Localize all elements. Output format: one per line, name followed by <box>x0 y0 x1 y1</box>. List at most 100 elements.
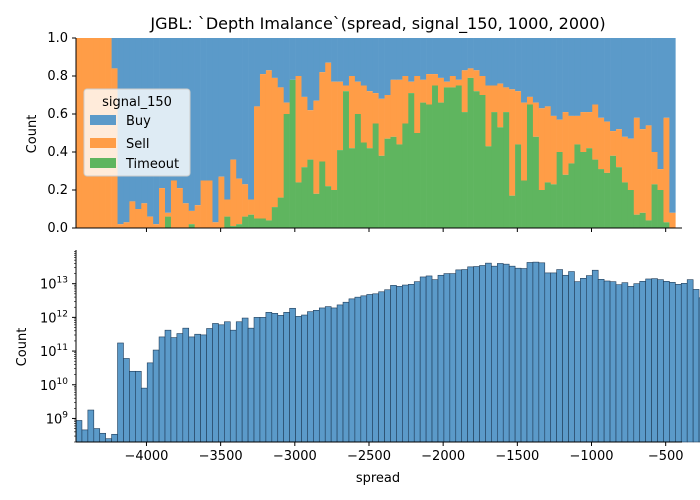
top-bar-timeout <box>443 87 451 229</box>
bottom-bar <box>621 282 629 443</box>
top-bar-sell <box>621 136 629 183</box>
top-bar-timeout <box>503 112 510 228</box>
top-bar-sell <box>610 131 617 156</box>
bottom-bar <box>194 333 201 443</box>
top-bar-timeout <box>485 146 492 228</box>
bottom-bar <box>235 321 243 443</box>
top-bar-timeout <box>633 214 641 228</box>
bottom-bar <box>692 289 700 443</box>
top-bar-sell <box>254 106 261 219</box>
top-bar-buy <box>414 38 421 76</box>
top-bar-buy <box>331 38 338 82</box>
top-bar-sell <box>443 81 451 88</box>
top-bar-timeout <box>491 112 498 228</box>
bottom-y-axis-label: Count <box>15 328 30 367</box>
top-bar-buy <box>443 38 451 82</box>
bottom-x-tick-label: −2000 <box>421 449 465 464</box>
top-bar-buy <box>378 38 385 99</box>
top-bar-timeout <box>248 214 255 228</box>
top-bar-sell <box>366 91 373 149</box>
top-bar-buy <box>580 38 587 113</box>
top-bar-sell <box>515 91 522 145</box>
top-bar-buy <box>319 38 326 73</box>
top-y-tick-label: 0.8 <box>47 69 68 84</box>
top-bar-sell <box>76 38 83 228</box>
top-bar-sell <box>384 95 391 139</box>
top-bar-timeout <box>277 197 284 228</box>
legend-title: signal_150 <box>102 95 172 110</box>
top-bar-sell <box>325 62 332 187</box>
top-bar-timeout <box>259 218 267 228</box>
top-bar-buy <box>526 38 534 97</box>
bottom-bar <box>526 262 534 443</box>
bottom-bar <box>467 266 474 443</box>
bottom-bar <box>330 307 338 443</box>
top-bar-sell <box>153 224 160 228</box>
top-bar-sell <box>503 87 510 113</box>
top-bar-timeout <box>307 159 314 228</box>
top-bar-sell <box>165 212 172 217</box>
top-bar-timeout <box>402 123 409 228</box>
bottom-bar <box>461 269 468 443</box>
bottom-bar <box>402 284 409 443</box>
top-bar-timeout <box>165 216 172 228</box>
top-bar-buy <box>283 38 290 103</box>
bottom-bar <box>241 317 249 443</box>
bottom-y-tick-label: 1013 <box>40 276 68 293</box>
bottom-bar <box>473 266 480 443</box>
top-bar-sell <box>159 188 166 228</box>
top-bar-sell <box>135 209 142 228</box>
top-bar-timeout <box>396 144 403 228</box>
top-bar-sell <box>461 70 468 113</box>
top-bar-buy <box>259 38 267 75</box>
bottom-panel: 109 1010 1011 1012 1013 −4000 −3500 −3000 −2500 −… <box>15 250 700 486</box>
top-bar-buy <box>503 38 510 88</box>
top-bar-sell <box>580 112 587 152</box>
top-bar-timeout <box>188 224 195 228</box>
top-bar-buy <box>242 38 249 185</box>
bottom-bar <box>229 329 237 443</box>
top-bar-buy <box>337 38 344 82</box>
bottom-x-tick-label: −3000 <box>273 449 317 464</box>
top-y-axis-label: Count <box>25 115 40 154</box>
top-bar-timeout <box>639 212 646 228</box>
bottom-bar <box>99 432 106 443</box>
bottom-bar <box>123 358 130 443</box>
top-bar-buy <box>556 38 563 120</box>
top-bar-sell <box>206 180 213 228</box>
top-bar-sell <box>544 106 552 183</box>
top-bar-buy <box>289 38 296 80</box>
bottom-bar <box>354 296 362 443</box>
bottom-bar <box>544 272 552 443</box>
bottom-bar <box>277 315 284 443</box>
top-bar-timeout <box>271 207 279 228</box>
legend-label-sell: Sell <box>126 137 149 152</box>
top-bar-buy <box>437 38 445 78</box>
legend-swatch-timeout <box>90 158 116 168</box>
top-bar-sell <box>123 222 130 228</box>
top-bar-timeout <box>295 182 302 228</box>
top-bar-buy <box>396 38 403 80</box>
top-bar-buy <box>669 38 676 213</box>
bottom-bar <box>538 262 546 443</box>
bottom-bar <box>449 273 457 443</box>
top-bar-timeout <box>645 220 652 228</box>
top-axes: 0.0 0.2 0.4 0.6 0.8 1.0 <box>47 31 682 236</box>
bottom-bar <box>568 271 575 443</box>
bottom-bar <box>413 281 421 443</box>
bottom-bar <box>431 279 439 443</box>
top-bar-sell <box>248 199 255 215</box>
bottom-bar <box>324 306 332 443</box>
top-bar-timeout <box>532 136 540 228</box>
top-bar-buy <box>366 38 373 92</box>
top-bar-buy <box>307 38 314 111</box>
top-bar-buy <box>455 38 463 80</box>
top-bar-buy <box>550 38 557 116</box>
top-bar-sell <box>615 129 623 168</box>
bottom-bar <box>645 278 652 443</box>
top-bar-sell <box>550 115 557 185</box>
bottom-bar <box>556 269 563 443</box>
top-bar-buy <box>271 38 279 78</box>
top-bar-sell <box>242 184 249 217</box>
top-bar-sell <box>313 100 320 194</box>
